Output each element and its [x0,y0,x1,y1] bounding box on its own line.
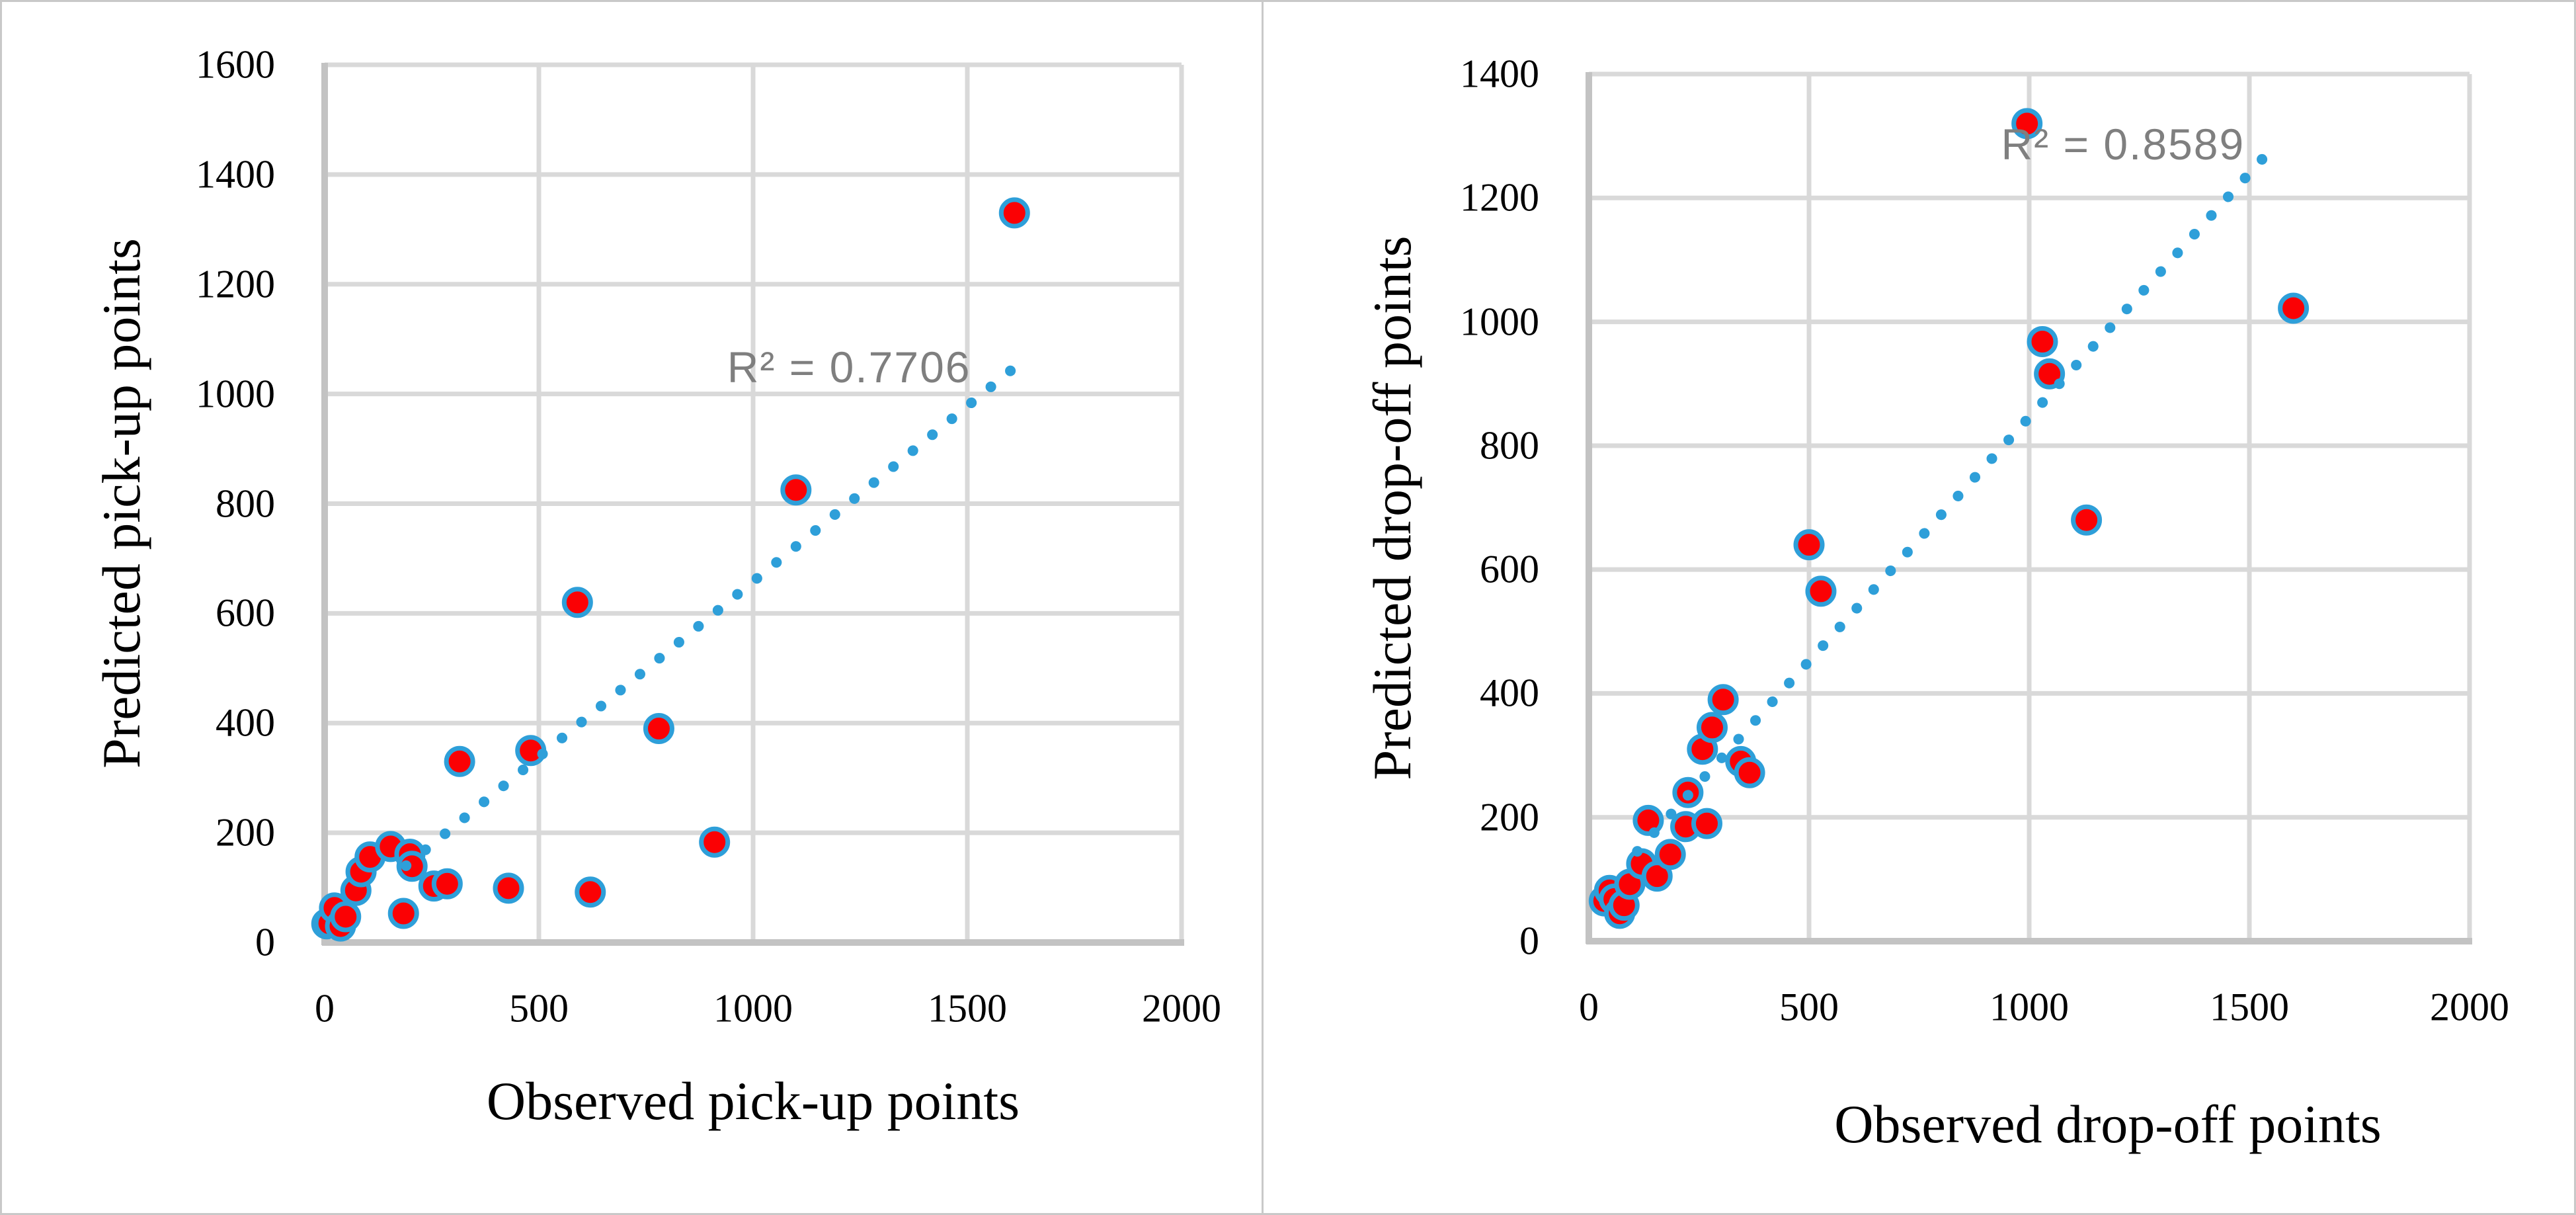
y-tick-label: 800 [1480,423,1539,468]
y-tick-label: 800 [216,482,275,525]
x-tick-label: 500 [509,986,569,1030]
data-point-marker [2027,326,2058,358]
data-point-marker [780,474,812,506]
y-tick-label: 400 [216,700,275,745]
x-tick-label: 0 [1579,985,1599,1029]
x-tick-label: 0 [315,986,335,1030]
x-tick-label: 2000 [1142,986,1221,1030]
y-tick-label: 1400 [1460,52,1539,96]
data-point-marker [2011,108,2043,140]
data-point-marker [1654,839,1686,870]
data-point-marker [1691,808,1722,839]
data-point-marker [561,587,593,618]
x-tick-label: 1500 [2210,985,2289,1029]
data-point-marker [699,826,731,858]
data-point-marker [444,745,475,777]
data-point-marker [431,868,463,900]
y-tick-label: 200 [216,810,275,855]
trendline [401,364,1018,871]
data-point-marker [2278,292,2310,324]
y-tick-label: 200 [1480,795,1539,839]
data-point-marker [998,197,1030,229]
x-tick-label: 500 [1779,985,1839,1029]
panel-divider [1262,2,1264,1213]
left-x-axis-title: Observed pick-up points [486,1071,1020,1131]
data-point-marker [1632,804,1664,836]
x-tick-label: 1000 [713,986,793,1030]
data-point-marker [396,851,428,882]
x-tick-label: 1500 [928,986,1007,1030]
data-point-marker [387,898,419,929]
data-point-marker [1707,684,1739,716]
y-tick-label: 1000 [196,372,275,416]
y-tick-label: 1200 [196,262,275,306]
x-tick-label: 1000 [1990,985,2069,1029]
y-tick-label: 400 [1480,671,1539,715]
data-point-marker [1793,529,1825,561]
data-point-marker [1805,575,1837,607]
y-tick-label: 1000 [1460,300,1539,344]
y-tick-label: 1600 [196,42,275,87]
trendline [1632,138,2281,857]
y-tick-label: 0 [255,920,275,964]
y-tick-label: 1400 [196,152,275,196]
y-tick-label: 600 [1480,547,1539,591]
data-point-marker [493,872,524,904]
data-point-marker [330,901,362,933]
right-r2-annotation: R² = 0.8589 [2001,119,2245,169]
left-r2-annotation: R² = 0.7706 [727,342,971,392]
left-y-axis-title: Predicted pick-up points [91,238,151,769]
data-point-marker [1641,860,1673,892]
data-point-marker [643,713,674,745]
right-y-axis-title: Predicted drop-off points [1362,235,1422,780]
data-point-marker [575,876,606,908]
y-tick-label: 0 [1519,919,1539,963]
x-tick-label: 2000 [2430,985,2509,1029]
data-point-marker [1734,757,1765,788]
right-x-axis-title: Observed drop-off points [1834,1094,2382,1154]
data-point-marker [2071,504,2103,536]
y-tick-label: 600 [216,591,275,635]
y-tick-label: 1200 [1460,175,1539,220]
data-point-marker [1696,712,1728,743]
